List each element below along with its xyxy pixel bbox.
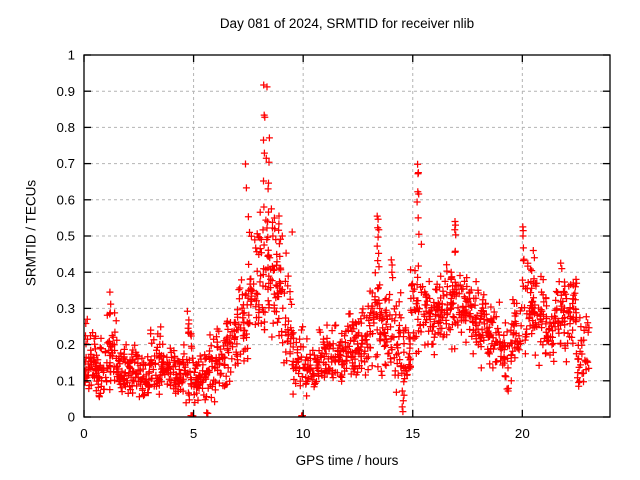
data-points — [84, 81, 593, 417]
x-tick-labels: 0 5 10 15 20 — [80, 426, 529, 441]
svg-text:0: 0 — [80, 426, 87, 441]
svg-text:0.2: 0.2 — [57, 337, 76, 352]
svg-text:0.8: 0.8 — [57, 120, 76, 135]
y-tick-labels: 0 0.1 0.2 0.3 0.4 0.5 0.6 0.7 0.8 0.9 1 — [57, 48, 76, 425]
x-axis-label: GPS time / hours — [295, 453, 399, 468]
svg-text:20: 20 — [515, 426, 530, 441]
svg-text:0: 0 — [68, 410, 75, 425]
svg-text:15: 15 — [405, 426, 420, 441]
axis-ticks — [83, 54, 610, 418]
svg-text:0.3: 0.3 — [57, 301, 76, 316]
svg-text:1: 1 — [68, 48, 75, 63]
svg-text:10: 10 — [296, 426, 311, 441]
svg-text:0.7: 0.7 — [57, 156, 76, 171]
svg-text:0.4: 0.4 — [57, 265, 76, 280]
svg-text:5: 5 — [190, 426, 197, 441]
svg-text:0.6: 0.6 — [57, 192, 76, 207]
y-axis-label: SRMTID / TECUs — [23, 179, 39, 287]
svg-text:0.1: 0.1 — [57, 373, 76, 388]
svg-text:0.9: 0.9 — [57, 84, 76, 99]
svg-text:0.5: 0.5 — [57, 229, 76, 244]
chart-title: Day 081 of 2024, SRMTID for receiver nli… — [219, 16, 475, 31]
